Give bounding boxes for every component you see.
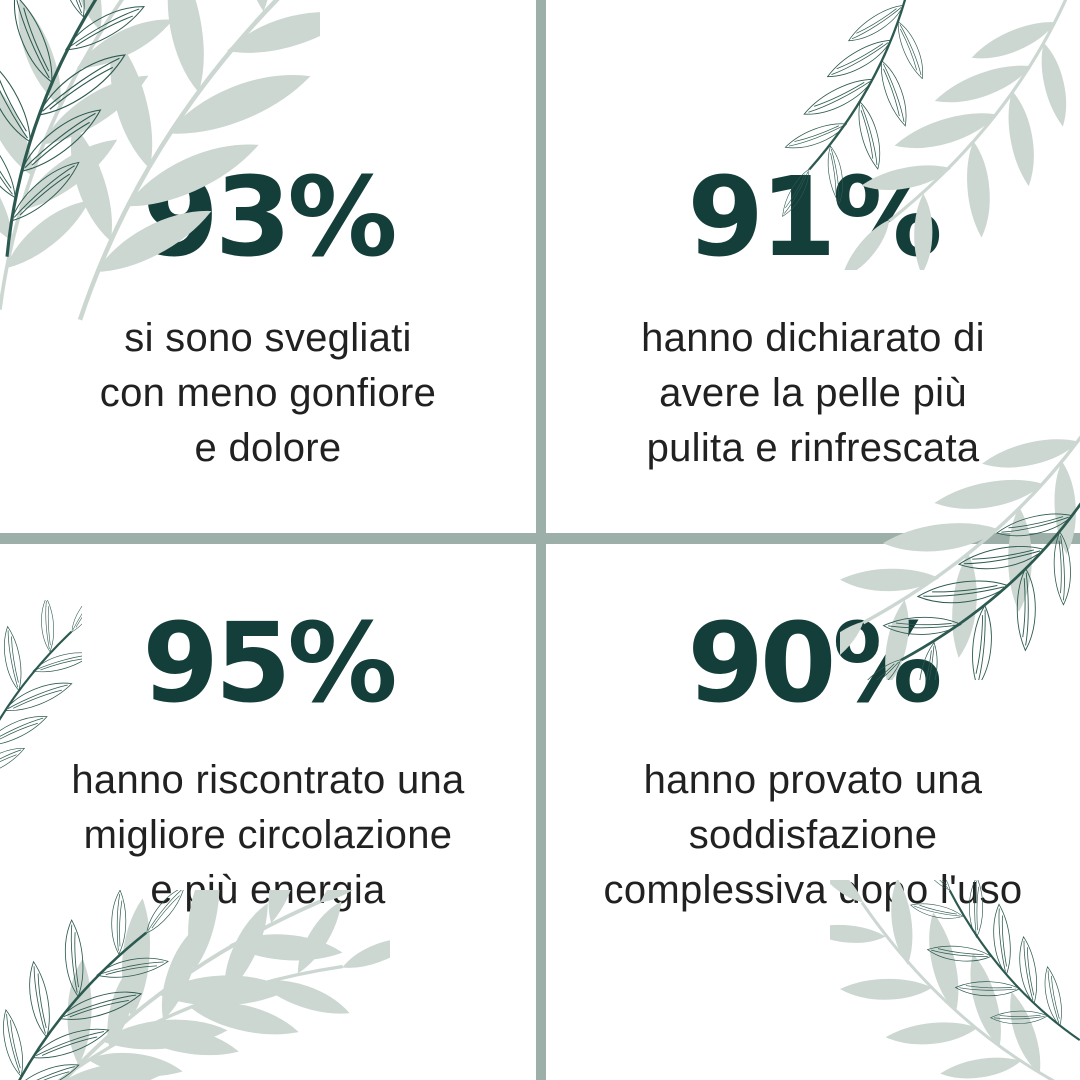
stat-caption-line: e più energia: [150, 868, 386, 912]
stat-value: 90%: [687, 599, 942, 727]
horizontal-divider: [0, 533, 1080, 544]
stat-caption-line: hanno riscontrato una: [71, 758, 465, 802]
stat-value: 95%: [142, 599, 397, 727]
stat-caption: hanno dichiarato di avere la pelle più p…: [546, 311, 1080, 476]
stat-caption: si sono svegliati con meno gonfiore e do…: [0, 311, 536, 476]
stat-caption-line: e dolore: [194, 426, 342, 470]
stat-caption-line: pulita e rinfrescata: [646, 426, 980, 470]
stat-card-top-left: 93% si sono svegliati con meno gonfiore …: [0, 0, 536, 533]
stat-caption-line: migliore circolazione: [83, 813, 453, 857]
stat-caption-line: hanno dichiarato di: [641, 316, 985, 360]
stat-caption-line: si sono svegliati: [124, 316, 412, 360]
stat-caption-line: avere la pelle più: [659, 371, 967, 415]
stat-card-bottom-right: 90% hanno provato una soddisfazione comp…: [546, 544, 1080, 1080]
stat-caption-line: con meno gonfiore: [99, 371, 437, 415]
stat-value: 91%: [687, 153, 942, 281]
stat-card-top-right: 91% hanno dichiarato di avere la pelle p…: [546, 0, 1080, 533]
stat-caption: hanno provato una soddisfazione compless…: [546, 753, 1080, 918]
stat-caption-line: hanno provato una: [643, 758, 983, 802]
stat-caption: hanno riscontrato una migliore circolazi…: [0, 753, 536, 918]
stat-card-bottom-left: 95% hanno riscontrato una migliore circo…: [0, 544, 536, 1080]
stat-value: 93%: [142, 153, 397, 281]
stat-caption-line: soddisfazione: [688, 813, 938, 857]
stat-caption-line: complessiva dopo l'uso: [603, 868, 1023, 912]
